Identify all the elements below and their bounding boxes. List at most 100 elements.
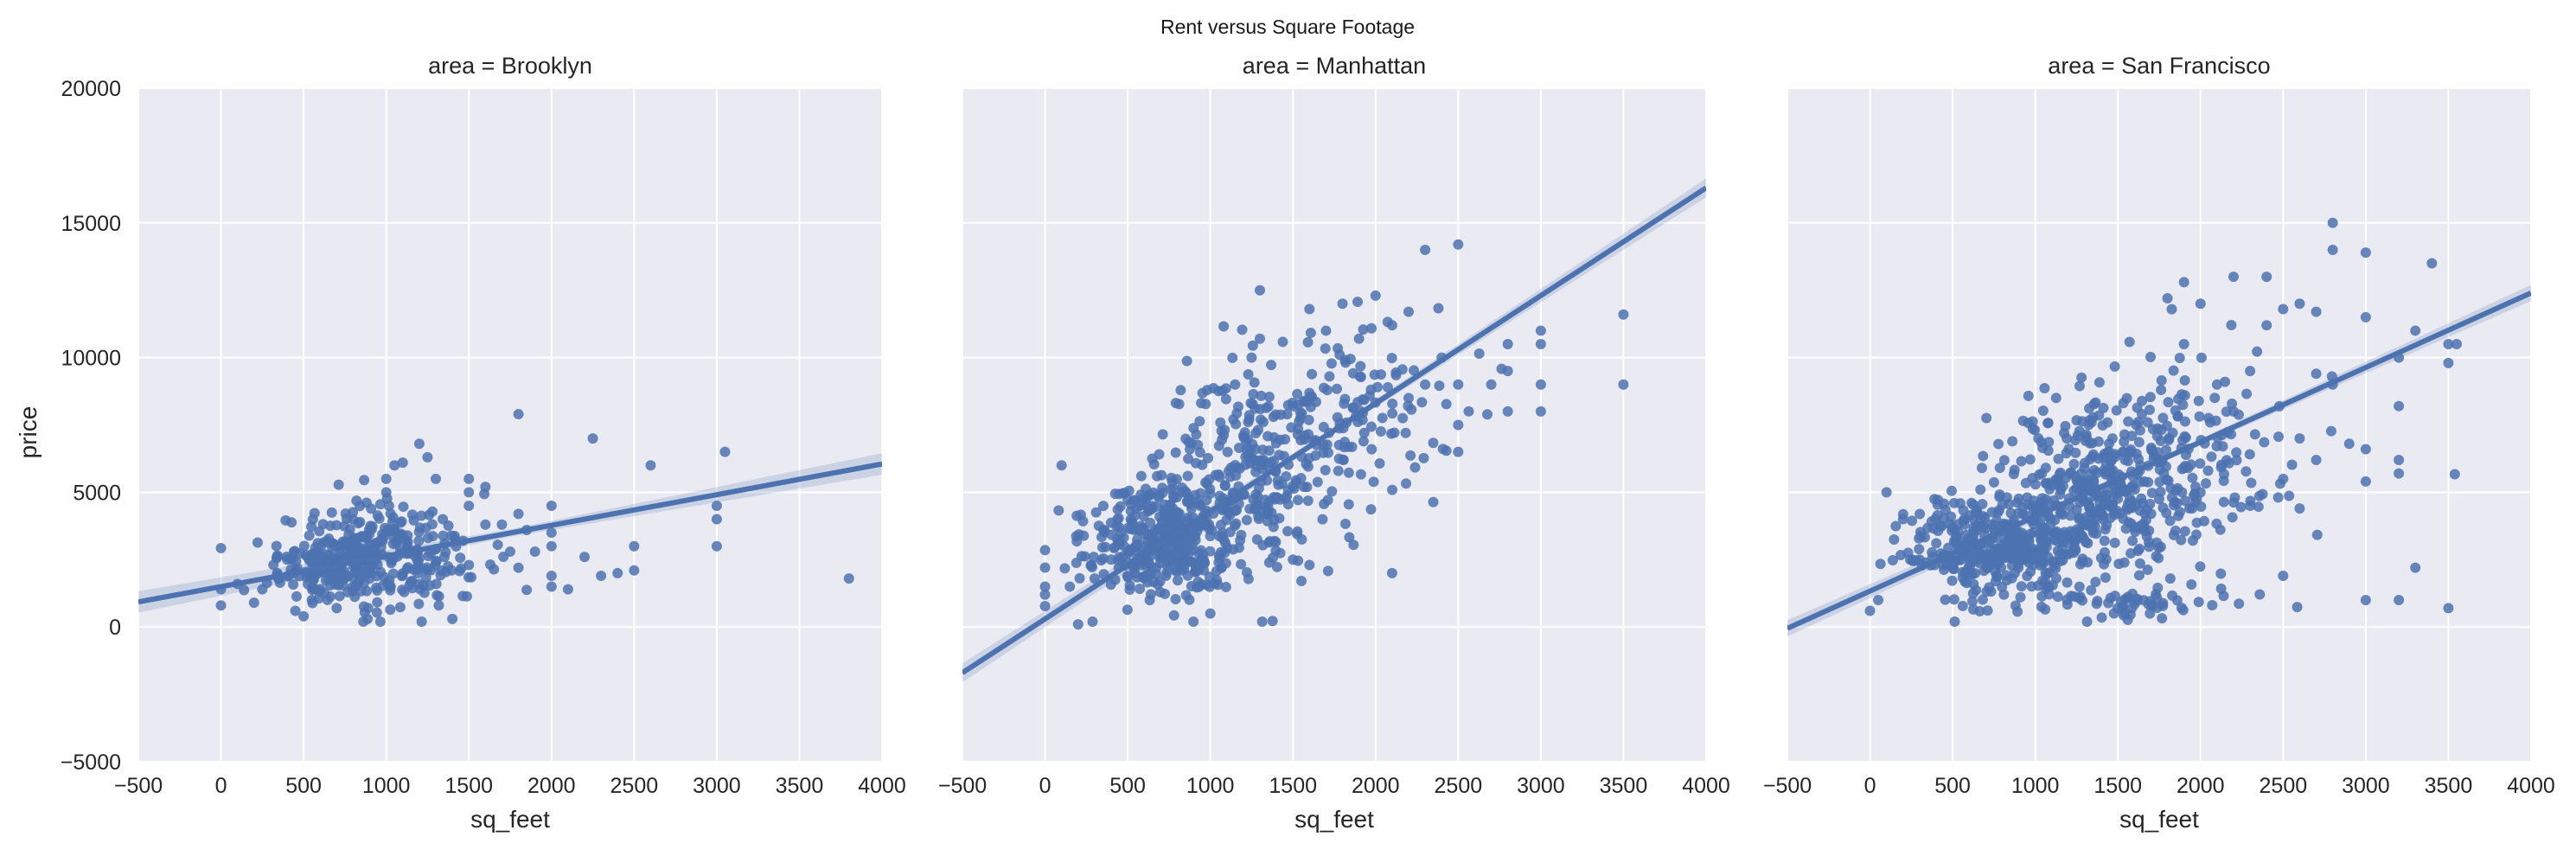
data-point [2244, 449, 2255, 460]
data-point [2118, 446, 2129, 457]
data-point [2079, 463, 2090, 474]
data-point [461, 591, 472, 602]
data-point [1433, 303, 1444, 314]
data-point [1262, 501, 1274, 513]
data-point [1235, 535, 1246, 546]
data-point [1343, 499, 1354, 510]
x-tick-label: 2000 [527, 774, 576, 798]
data-point [2179, 416, 2190, 427]
data-point [1078, 530, 1090, 541]
data-point [1358, 427, 1370, 438]
data-point [1365, 504, 1377, 515]
data-point [1075, 509, 1086, 520]
data-point [1312, 476, 1323, 488]
data-point [426, 519, 438, 530]
data-point [355, 501, 366, 512]
data-point [2097, 451, 2108, 463]
data-point [1076, 551, 1087, 562]
data-point [2023, 390, 2034, 401]
data-point [1200, 518, 1211, 529]
data-point [1993, 438, 2004, 450]
data-point [1234, 463, 1245, 474]
data-point [492, 540, 503, 551]
data-point [2146, 488, 2157, 499]
data-point [2113, 559, 2125, 570]
data-point [422, 533, 433, 544]
data-point [2179, 431, 2190, 442]
data-point [433, 600, 444, 611]
regression-line [138, 461, 882, 605]
data-point [2164, 515, 2176, 527]
data-point [431, 473, 441, 484]
data-point [2048, 557, 2059, 568]
data-point [257, 584, 268, 595]
data-point [307, 582, 318, 593]
data-point [1453, 239, 1464, 250]
data-point [1122, 604, 1133, 616]
data-point [1318, 447, 1329, 458]
data-point [1902, 547, 1914, 559]
data-point [2079, 533, 2090, 545]
data-point [2157, 502, 2169, 514]
data-point [2074, 425, 2085, 437]
data-point [319, 588, 330, 599]
data-point [416, 510, 427, 521]
data-point [282, 554, 292, 565]
data-point [397, 457, 408, 469]
data-point [2012, 559, 2023, 571]
data-point [2118, 610, 2129, 621]
data-point [1230, 379, 1241, 390]
data-point [2100, 571, 2111, 583]
data-point [2145, 392, 2156, 403]
data-point [1928, 523, 1940, 534]
data-point [2143, 599, 2154, 610]
data-point [1171, 492, 1182, 503]
data-point [1053, 505, 1064, 516]
data-point [1326, 358, 1337, 369]
data-point [1907, 515, 1918, 527]
data-point [1982, 605, 1993, 616]
data-point [1248, 388, 1259, 399]
data-point [1382, 382, 1393, 393]
data-point [2142, 417, 2153, 428]
data-point [1109, 488, 1121, 500]
data-point [1249, 377, 1260, 388]
data-point [1137, 522, 1148, 533]
data-point [2161, 444, 2172, 456]
x-tick-label: −500 [938, 774, 987, 798]
data-point [1131, 546, 1142, 557]
data-point [1205, 483, 1216, 495]
data-point [1302, 336, 1314, 348]
data-point [1375, 369, 1386, 380]
data-point [1228, 414, 1239, 425]
data-point [1998, 455, 2010, 466]
data-point [443, 520, 454, 532]
data-point [1174, 558, 1186, 569]
x-tick-label: 1500 [1269, 774, 1317, 798]
data-point [1957, 600, 1968, 611]
data-point [1973, 552, 1985, 564]
data-point [1275, 547, 1286, 559]
data-point [1106, 554, 1116, 565]
data-point [1230, 518, 1242, 529]
data-point [1397, 412, 1409, 424]
x-tick-label: −500 [114, 774, 163, 798]
data-point [1220, 393, 1231, 405]
data-point [2234, 598, 2245, 610]
data-point [298, 610, 310, 622]
data-point [1967, 588, 1978, 599]
data-point [2360, 247, 2371, 259]
data-point [1303, 429, 1314, 440]
data-point [1387, 408, 1398, 419]
data-point [1948, 594, 1959, 605]
data-point [1241, 514, 1252, 526]
data-point [2015, 591, 2026, 603]
x-axis-label: sq_feet [470, 806, 550, 833]
data-point [2098, 514, 2109, 525]
data-point [2050, 393, 2061, 404]
data-point [2009, 567, 2020, 578]
data-point [1403, 400, 1414, 412]
data-point [1978, 565, 1990, 577]
data-point [438, 552, 450, 563]
data-point [1294, 416, 1305, 427]
